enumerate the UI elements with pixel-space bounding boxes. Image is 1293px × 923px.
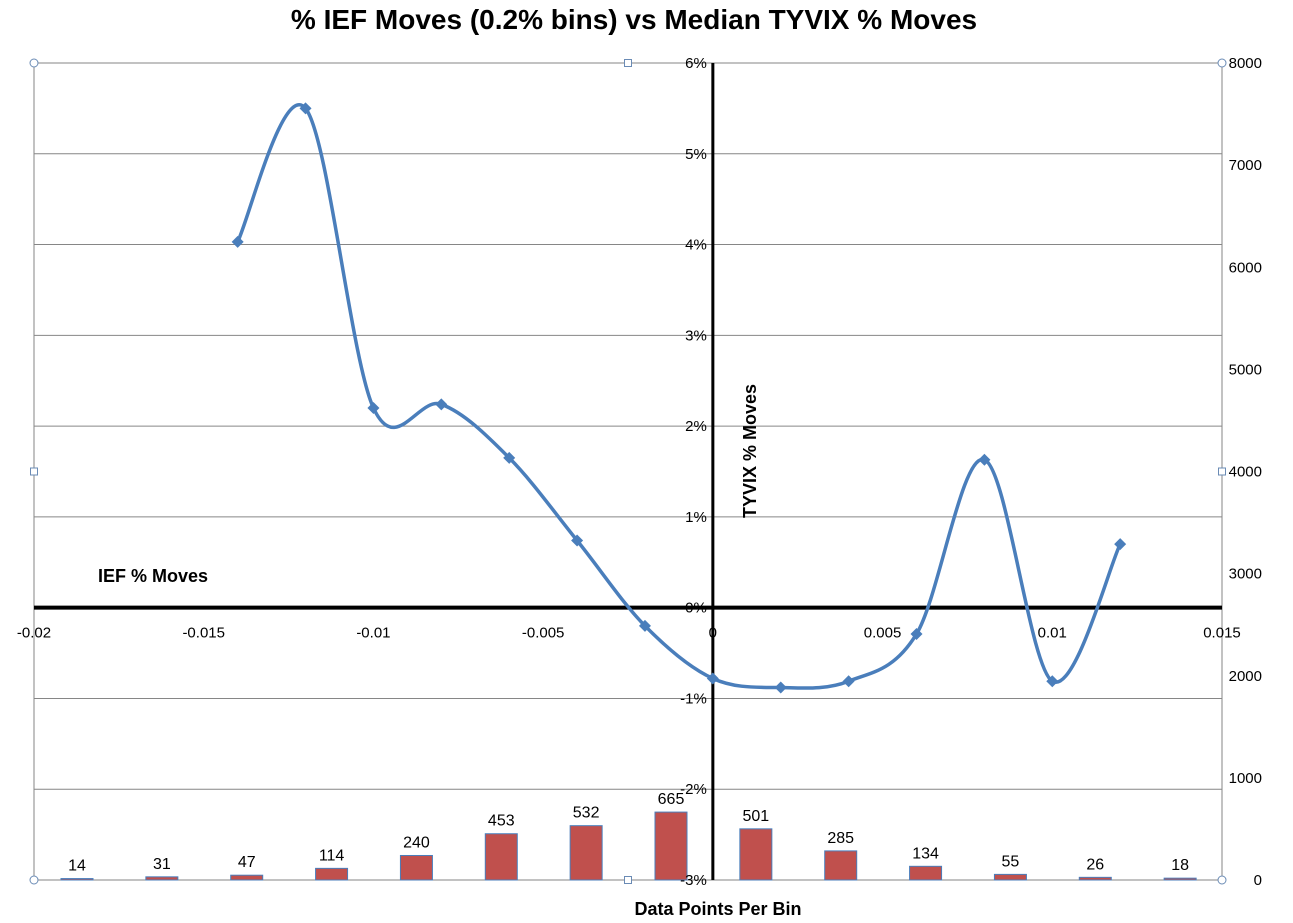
y2-tick-label-5: 5000 <box>1229 361 1262 378</box>
bar-7 <box>654 811 688 881</box>
line-point-10 <box>910 627 923 640</box>
y-tick-label-3: 0% <box>685 600 707 617</box>
y-tick-label-8: 5% <box>685 146 707 163</box>
secondary-x-axis-title: Data Points Per Bin <box>634 899 801 919</box>
line-point-2 <box>367 401 380 414</box>
corner-handle-1 <box>1217 58 1227 68</box>
y-tick-label-6: 3% <box>685 327 707 344</box>
y2-tick-label-3: 3000 <box>1229 566 1262 583</box>
bar-2 <box>230 874 264 881</box>
bar-12 <box>1078 876 1112 881</box>
line-series <box>231 102 1127 694</box>
selection-handles <box>29 58 1227 885</box>
y-tick-label-1: -2% <box>680 781 707 798</box>
y-tick-label-9: 6% <box>685 55 707 72</box>
bar-label-6: 532 <box>573 805 600 822</box>
line-point-7 <box>706 672 719 685</box>
gridlines <box>34 62 1222 881</box>
y2-tick-label-0: 0 <box>1254 872 1262 889</box>
x-tick-label-4: 0 <box>709 625 717 642</box>
y2-tick-label-6: 6000 <box>1229 259 1262 276</box>
y2-tick-label-7: 7000 <box>1229 157 1262 174</box>
plot-area-border <box>33 62 1223 881</box>
y-tick-label-0: -3% <box>680 872 707 889</box>
bar-3 <box>315 867 349 881</box>
bar-13 <box>1163 877 1197 881</box>
y2-tick-label-1: 1000 <box>1229 770 1262 787</box>
bar-series <box>60 811 1197 881</box>
bar-label-2: 47 <box>238 854 256 871</box>
y-tick-labels: -3% -2% -1% 0% 1% 2% 3% 4% 5% 6% <box>680 55 707 889</box>
corner-handle-3 <box>1217 875 1227 885</box>
bar-6 <box>569 825 603 881</box>
series-line <box>236 103 1122 690</box>
bar-label-7: 665 <box>658 791 685 808</box>
x-tick-label-6: 0.01 <box>1038 625 1067 642</box>
line-point-13 <box>1114 538 1127 551</box>
line-point-4 <box>503 451 516 464</box>
bar-5 <box>484 833 518 881</box>
y-tick-label-5: 2% <box>685 418 707 435</box>
bar-label-5: 453 <box>488 813 515 830</box>
x-tick-label-2: -0.01 <box>356 625 390 642</box>
line-point-11 <box>978 453 991 466</box>
y2-tick-labels: 0 1000 2000 3000 4000 5000 6000 7000 8000 <box>1229 55 1262 889</box>
line-point-5 <box>571 534 584 547</box>
bar-label-3: 114 <box>319 847 345 864</box>
corner-handle-2 <box>29 875 39 885</box>
y2-tick-label-2: 2000 <box>1229 668 1262 685</box>
bar-label-1: 31 <box>153 856 171 873</box>
bar-label-11: 55 <box>1002 853 1020 870</box>
bar-label-8: 501 <box>743 808 770 825</box>
bar-label-12: 26 <box>1086 856 1104 873</box>
line-point-1 <box>299 102 312 115</box>
edge-handle-3 <box>1218 467 1226 476</box>
y-axis-title: TYVIX % Moves <box>740 384 760 518</box>
axes <box>34 63 1222 880</box>
x-tick-labels: -0.02 -0.015 -0.01 -0.005 0 0.005 0.01 0.015 <box>17 625 1241 642</box>
bar-8 <box>739 828 773 881</box>
bar-9 <box>824 850 858 881</box>
line-point-3 <box>435 398 448 411</box>
line-point-9 <box>842 675 855 688</box>
line-point-6 <box>638 619 651 632</box>
y-tick-label-4: 1% <box>685 509 707 526</box>
bar-label-13: 18 <box>1171 857 1189 874</box>
edge-handle-2 <box>30 467 38 476</box>
corner-handle-0 <box>29 58 39 68</box>
bar-1 <box>145 876 179 881</box>
edge-handle-1 <box>624 876 632 884</box>
x-axis-title: IEF % Moves <box>98 566 208 586</box>
x-tick-label-0: -0.02 <box>17 625 51 642</box>
bar-label-9: 285 <box>827 830 854 847</box>
y-tick-label-2: -1% <box>680 690 707 707</box>
y2-tick-label-8: 8000 <box>1229 55 1262 72</box>
bar-label-10: 134 <box>912 845 939 862</box>
y-tick-label-7: 4% <box>685 237 707 254</box>
bar-label-4: 240 <box>403 834 430 851</box>
line-point-12 <box>1046 675 1059 688</box>
x-tick-label-3: -0.005 <box>522 625 565 642</box>
bar-4 <box>399 854 433 881</box>
bar-data-labels: 14 31 47 114 240 453 532 665 501 285 134 55 26 18 <box>68 791 1189 874</box>
y2-tick-label-4: 4000 <box>1229 464 1262 481</box>
edge-handle-0 <box>624 59 632 67</box>
x-tick-label-5: 0.005 <box>864 625 902 642</box>
chart-title: % IEF Moves (0.2% bins) vs Median TYVIX … <box>291 4 977 35</box>
bar-label-0: 14 <box>68 858 86 875</box>
bar-10 <box>909 865 943 881</box>
line-point-8 <box>774 681 787 694</box>
x-tick-label-1: -0.015 <box>182 625 225 642</box>
bar-11 <box>993 873 1027 881</box>
x-tick-label-7: 0.015 <box>1203 625 1241 642</box>
line-point-0 <box>231 235 244 248</box>
bar-0 <box>60 878 94 881</box>
